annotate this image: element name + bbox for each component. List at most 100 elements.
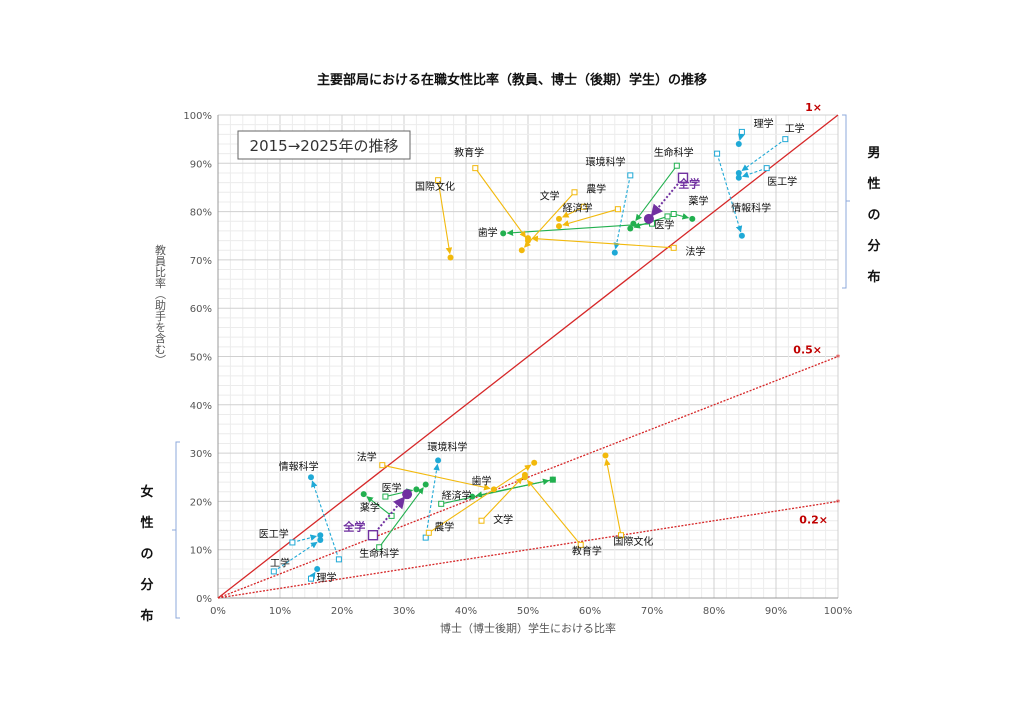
series-label: 農学	[586, 182, 606, 195]
start-marker	[627, 172, 634, 179]
x-tick-label: 90%	[765, 606, 787, 617]
y-tick-label: 90%	[190, 159, 212, 170]
series-male-法学	[525, 235, 677, 251]
series-label: 経済学	[442, 489, 472, 502]
reference-line-label: 1×	[805, 101, 822, 114]
end-marker	[521, 474, 528, 481]
series-label: 薬学	[360, 501, 380, 514]
trend-arrow	[366, 496, 392, 517]
group-label-char: 布	[140, 608, 153, 624]
group-label-char: 男	[867, 146, 880, 161]
x-tick-label: 20%	[331, 606, 353, 617]
trend-arrow	[481, 477, 523, 522]
end-marker	[360, 491, 367, 498]
y-axis-label: 教員比率（助手を含む）	[154, 244, 167, 365]
y-tick-label: 20%	[190, 497, 212, 508]
series-label: 歯学	[472, 474, 492, 487]
y-tick-label: 100%	[183, 111, 212, 122]
y-tick-label: 10%	[190, 546, 212, 557]
trend-arrow	[741, 138, 786, 172]
group-label-char: 性	[867, 176, 880, 192]
x-tick-label: 50%	[517, 606, 539, 617]
group-label-char: 女	[140, 484, 153, 500]
x-tick-label: 60%	[579, 606, 601, 617]
series-label: 教育学	[572, 545, 602, 558]
x-tick-label: 100%	[824, 606, 853, 617]
x-tick-label: 10%	[269, 606, 291, 617]
start-marker	[270, 568, 277, 575]
start-marker	[335, 556, 342, 563]
series-label: 医工学	[767, 175, 797, 188]
end-marker	[525, 237, 531, 244]
start-marker	[367, 530, 379, 541]
series-label: 環境科学	[427, 441, 467, 454]
series-label: 国際文化	[613, 535, 653, 548]
series-label: 全学	[342, 519, 365, 533]
end-marker	[689, 215, 696, 222]
x-tick-label: 30%	[393, 606, 415, 617]
trend-arrow	[635, 165, 678, 222]
end-marker	[735, 140, 742, 147]
series-label: 歯学	[478, 226, 498, 239]
trend-arrow	[650, 177, 684, 217]
y-tick-label: 70%	[190, 256, 212, 267]
reference-line-label: 0.2×	[799, 513, 828, 526]
series-label: 工学	[270, 557, 290, 570]
trend-arrow	[292, 534, 318, 543]
start-marker	[435, 177, 442, 184]
start-marker	[571, 189, 578, 196]
series-male-教育学	[472, 165, 531, 244]
series-label: 農学	[434, 520, 454, 533]
series-female-情報科学	[308, 474, 342, 563]
series-label: 医工学	[259, 528, 289, 541]
end-marker	[518, 247, 525, 254]
end-marker	[402, 489, 413, 500]
start-marker	[289, 539, 296, 546]
y-tick-label: 80%	[190, 208, 212, 219]
series-female-国際文化	[602, 452, 624, 539]
trend-arrow	[474, 167, 527, 238]
start-marker	[673, 162, 680, 169]
series-male-農学	[556, 206, 621, 230]
series-female-農学	[425, 459, 538, 536]
series-label: 生命科学	[359, 547, 399, 560]
series-male-薬学	[670, 211, 696, 222]
reference-lines: 1× * 0.5× * 0.2×	[217, 101, 841, 599]
series-label: 文学	[540, 190, 560, 203]
end-marker	[556, 223, 562, 230]
series-male-情報科学	[714, 150, 745, 239]
series-male-国際文化	[435, 177, 454, 261]
series-male-歯学	[500, 220, 655, 237]
male-group-bracket	[842, 114, 850, 289]
series-label: 情報科学	[731, 202, 771, 215]
reference-line	[217, 500, 839, 599]
start-marker	[670, 211, 677, 218]
trend-arrow	[382, 464, 491, 491]
series-label: 理学	[754, 117, 774, 130]
start-marker	[738, 128, 745, 135]
end-marker	[556, 215, 562, 222]
series-male-全学	[643, 172, 689, 224]
start-marker	[782, 136, 789, 143]
reference-line	[217, 114, 839, 599]
trend-arrow	[437, 180, 453, 255]
series-male-工学	[735, 136, 789, 176]
series-male-理学	[735, 128, 745, 147]
series-male-経済学	[556, 203, 587, 222]
trend-arrow	[273, 541, 318, 572]
start-marker	[614, 206, 621, 213]
start-marker	[714, 150, 721, 157]
end-marker	[531, 459, 538, 466]
trend-arrow	[527, 479, 582, 546]
trend-arrow	[613, 175, 631, 250]
start-marker	[425, 529, 432, 536]
group-label-char: の	[867, 208, 880, 223]
series-label: 国際文化	[415, 180, 455, 193]
y-tick-label: 60%	[190, 304, 212, 315]
end-marker	[490, 486, 497, 493]
series-label: 教育学	[454, 146, 484, 159]
end-marker	[317, 532, 324, 539]
start-marker	[478, 517, 485, 524]
end-marker	[738, 232, 745, 239]
